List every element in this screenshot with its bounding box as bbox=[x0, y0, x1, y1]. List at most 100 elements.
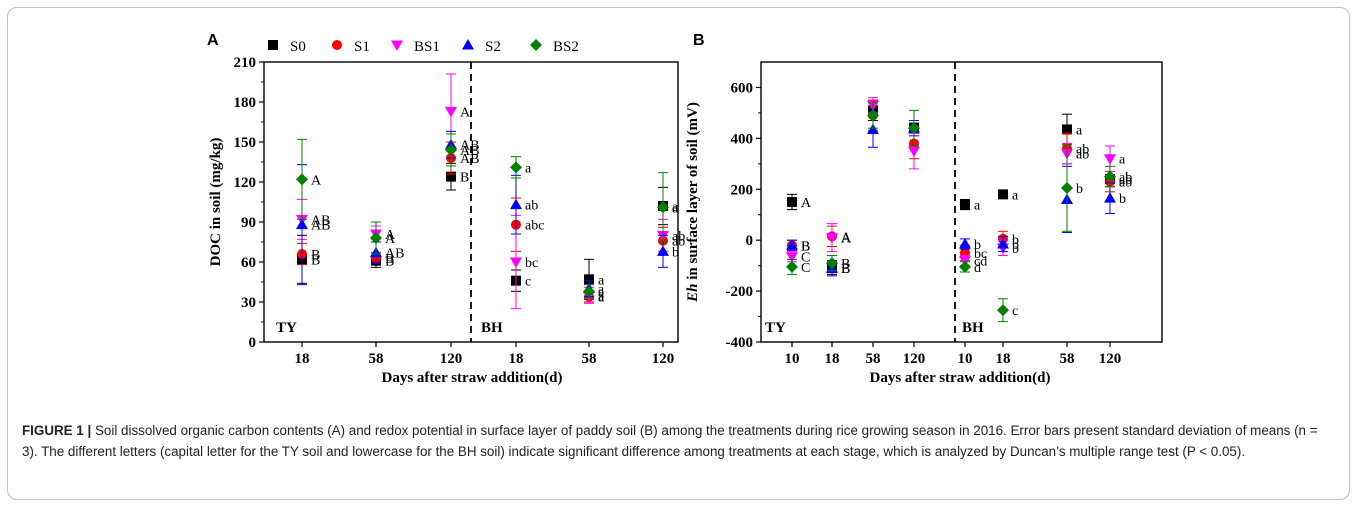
significance-letter: b bbox=[1012, 233, 1019, 248]
legend-marker-bs1 bbox=[391, 40, 403, 51]
x-tick-label: 58 bbox=[1060, 351, 1075, 367]
y-axis-title: Eh in surface layer of soil (mV) bbox=[685, 102, 701, 303]
significance-letter: b bbox=[1012, 238, 1019, 253]
data-point bbox=[510, 257, 522, 268]
y-tick-label: 90 bbox=[241, 215, 256, 231]
y-tick-label: 30 bbox=[241, 295, 256, 311]
significance-letter: ab bbox=[1119, 176, 1132, 191]
panel-b-label: B bbox=[693, 32, 705, 49]
legend-label-bs1: BS1 bbox=[414, 39, 440, 55]
data-point bbox=[657, 245, 669, 256]
legend-label-s0: S0 bbox=[290, 39, 306, 55]
significance-letter: AB bbox=[311, 213, 330, 228]
significance-letter: A bbox=[385, 228, 396, 243]
data-point bbox=[445, 144, 457, 156]
significance-letter: ab bbox=[1076, 143, 1089, 158]
significance-letter: a bbox=[598, 283, 605, 298]
data-point bbox=[960, 199, 970, 210]
data-point bbox=[510, 161, 522, 174]
data-point bbox=[786, 239, 798, 250]
y-tick-label: 0 bbox=[746, 233, 754, 249]
significance-letter: B bbox=[385, 252, 394, 267]
significance-letter: B bbox=[460, 171, 469, 186]
significance-letter: a bbox=[598, 285, 605, 300]
data-point bbox=[786, 252, 798, 263]
data-point bbox=[1104, 192, 1116, 203]
data-point bbox=[296, 218, 308, 230]
significance-letter: a bbox=[598, 291, 605, 306]
data-point bbox=[1104, 170, 1116, 183]
significance-letter: AB bbox=[385, 247, 404, 262]
significance-letter: a bbox=[598, 273, 605, 288]
significance-letter: cd bbox=[974, 255, 987, 270]
data-point bbox=[657, 201, 669, 214]
legend-marker-s1 bbox=[332, 40, 342, 50]
legend: S0 S1 BS1 S2 BS2 bbox=[268, 39, 579, 55]
significance-letter: d bbox=[974, 261, 981, 276]
data-point bbox=[959, 260, 971, 273]
significance-letter: A bbox=[460, 105, 471, 120]
significance-letter: B bbox=[801, 239, 810, 254]
x-tick-label: 18 bbox=[996, 351, 1011, 367]
significance-letter: b bbox=[974, 238, 981, 253]
x-tick-label: 58 bbox=[369, 351, 384, 367]
significance-letter: B bbox=[841, 262, 850, 277]
significance-letter: B bbox=[841, 257, 850, 272]
data-point bbox=[510, 198, 522, 210]
significance-letter: A bbox=[841, 232, 852, 247]
significance-letter: B bbox=[385, 255, 394, 270]
site-label-ty: TY bbox=[276, 320, 297, 336]
data-point bbox=[998, 189, 1008, 200]
data-point bbox=[867, 123, 879, 134]
significance-letter: bc bbox=[525, 256, 538, 271]
data-point bbox=[446, 171, 456, 182]
x-tick-label: 18 bbox=[295, 351, 310, 367]
panel-a-label: A bbox=[207, 32, 219, 49]
x-tick-label: 58 bbox=[866, 351, 881, 367]
significance-letter: a bbox=[598, 289, 605, 304]
y-tick-label: 200 bbox=[731, 182, 754, 198]
data-point bbox=[959, 238, 971, 249]
y-axis-title: DOC in soil (mg/kg) bbox=[208, 138, 224, 267]
series-s0: B BBc aa bbox=[297, 162, 679, 300]
data-point bbox=[1062, 124, 1072, 135]
significance-letter: b bbox=[672, 245, 679, 260]
legend-label-s2: S2 bbox=[485, 39, 501, 55]
y-axis-title-italic: Eh bbox=[685, 280, 701, 303]
significance-letter: b bbox=[1076, 182, 1083, 197]
x-tick-label: 18 bbox=[825, 351, 840, 367]
significance-letter: A bbox=[801, 196, 812, 211]
panel-a-chart: 0 30 60 90 120 150 180 210 18 58 120 18 58 120 Days af… bbox=[208, 55, 685, 386]
significance-letter: ab bbox=[672, 235, 685, 250]
significance-letter: b bbox=[1012, 242, 1019, 257]
data-point bbox=[584, 274, 594, 285]
significance-letter: a bbox=[525, 161, 532, 176]
significance-letter: ab bbox=[1119, 171, 1132, 186]
significance-letter: a bbox=[974, 199, 981, 214]
significance-letter: B bbox=[311, 253, 320, 268]
legend-marker-s0 bbox=[268, 40, 278, 50]
significance-letter: c bbox=[525, 275, 531, 290]
data-point bbox=[445, 106, 457, 118]
y-tick-label: -200 bbox=[726, 284, 754, 300]
significance-letter: AB bbox=[460, 139, 479, 154]
significance-letter: ab bbox=[1076, 148, 1089, 163]
significance-letter: AB bbox=[311, 219, 330, 234]
significance-letter: AB bbox=[460, 144, 479, 159]
caption-text: Soil dissolved organic carbon contents (… bbox=[22, 423, 1318, 459]
x-tick-label: 120 bbox=[903, 351, 926, 367]
x-tick-label: 120 bbox=[652, 351, 675, 367]
data-point bbox=[826, 257, 838, 270]
y-tick-label: 120 bbox=[234, 175, 257, 191]
significance-letter: B bbox=[801, 239, 810, 254]
significance-letter: ab bbox=[672, 229, 685, 244]
x-tick-label: 10 bbox=[958, 351, 973, 367]
legend-marker-bs2 bbox=[530, 39, 542, 51]
y-tick-label: 150 bbox=[234, 135, 257, 151]
significance-letter: a bbox=[1119, 153, 1126, 168]
